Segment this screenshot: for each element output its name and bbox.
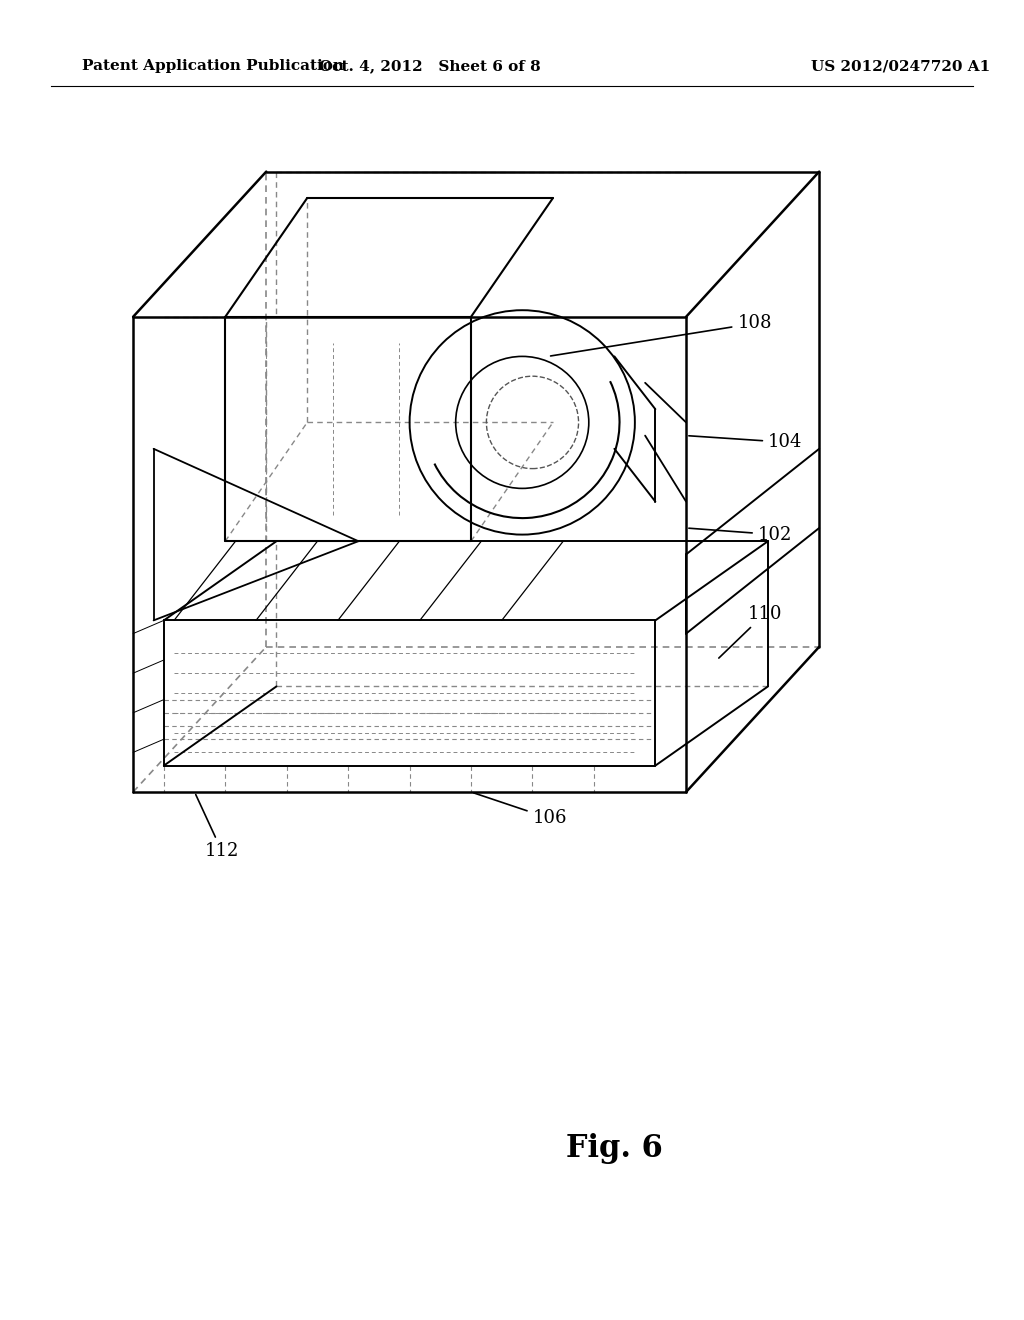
Text: 112: 112 bbox=[196, 795, 240, 861]
Text: Oct. 4, 2012   Sheet 6 of 8: Oct. 4, 2012 Sheet 6 of 8 bbox=[319, 59, 541, 74]
Text: 104: 104 bbox=[689, 433, 803, 451]
Text: 106: 106 bbox=[474, 793, 567, 828]
Text: Patent Application Publication: Patent Application Publication bbox=[82, 59, 344, 74]
Text: US 2012/0247720 A1: US 2012/0247720 A1 bbox=[811, 59, 991, 74]
Text: Fig. 6: Fig. 6 bbox=[566, 1134, 663, 1164]
Text: 108: 108 bbox=[551, 314, 772, 356]
Text: 110: 110 bbox=[719, 605, 782, 659]
Text: 102: 102 bbox=[689, 525, 793, 544]
